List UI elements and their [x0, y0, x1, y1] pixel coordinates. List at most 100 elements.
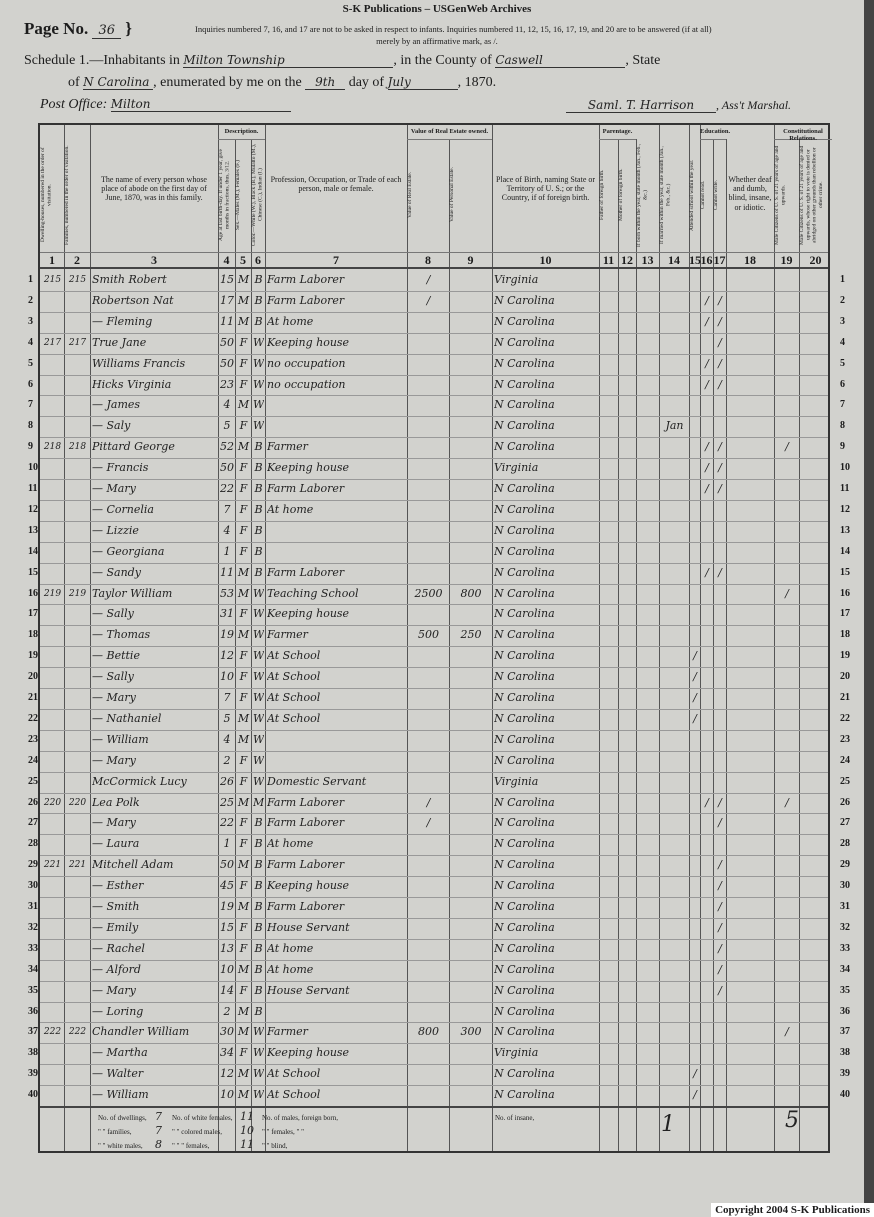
cell-occ: Farmer: [267, 440, 308, 454]
cell-c17: /: [718, 482, 722, 495]
cell-occ: Farm Laborer: [267, 482, 345, 495]
cell-age: 15: [220, 273, 234, 286]
cell-birth: N Carolina: [494, 314, 555, 328]
row-divider: [40, 813, 828, 815]
column-number-17: 17: [713, 253, 726, 267]
cell-age: 53: [220, 586, 234, 600]
cell-age: 2: [223, 1004, 231, 1018]
column-header-7: Profession, Occupation, or Trade of each…: [270, 175, 402, 194]
post-office-label: Post Office:: [40, 97, 108, 112]
row-number-right: 23: [840, 733, 850, 745]
cell-color: W: [253, 691, 264, 704]
cell-c19: /: [785, 795, 789, 809]
cell-color: W: [253, 753, 264, 767]
row-number-right: 19: [840, 650, 850, 662]
row-number: 33: [28, 942, 38, 954]
row-number-right: 2: [840, 294, 845, 306]
cell-birth: N Carolina: [494, 335, 555, 349]
cell-birth: N Carolina: [494, 1088, 555, 1102]
cell-f: 219: [68, 588, 87, 599]
cell-re: 500: [418, 628, 439, 642]
cell-name: — Smith: [92, 900, 140, 913]
cell-occ: Keeping house: [267, 335, 350, 349]
sub-divider: [774, 139, 832, 140]
cell-sex: M: [237, 440, 250, 454]
cell-color: B: [254, 962, 263, 976]
cell-c17: /: [718, 440, 722, 454]
cell-color: B: [254, 523, 263, 537]
row-number-right: 22: [840, 712, 850, 724]
cell-name: McCormick Lucy: [92, 774, 187, 788]
cell-name: — Esther: [92, 879, 144, 893]
row-number-right: 4: [840, 336, 845, 348]
cell-color: M: [253, 795, 264, 809]
column-number-2: 2: [74, 253, 80, 267]
value-group-header: Value of Real Estate owned.: [410, 128, 489, 135]
cell-c17: /: [718, 900, 722, 913]
cell-age: 10: [220, 1088, 234, 1102]
cell-age: 12: [220, 649, 234, 663]
cell-birth: N Carolina: [494, 816, 555, 830]
cell-re: /: [426, 795, 431, 809]
cell-occ: At home: [267, 314, 314, 328]
row-number: 24: [28, 754, 38, 766]
cell-c19: /: [785, 586, 789, 600]
footer-families-label: " " families,: [98, 1128, 132, 1136]
cell-birth: Virginia: [494, 1046, 539, 1060]
cell-sex: M: [237, 398, 250, 412]
column-divider: [407, 125, 408, 1151]
column-header-8: Value of Real Estate.: [407, 171, 413, 219]
cell-c15: /: [693, 649, 697, 663]
cell-birth: Virginia: [494, 461, 539, 475]
cell-occ: no occupation: [267, 377, 346, 391]
row-number-right: 16: [840, 587, 850, 599]
row-number-right: 5: [840, 357, 845, 369]
column-divider: [449, 139, 450, 1151]
cell-c19: /: [785, 1025, 789, 1039]
enumerated-label: , enumerated by me on the: [153, 75, 302, 90]
cell-age: 10: [220, 962, 234, 976]
banner: S-K Publications – USGenWeb Archives: [342, 3, 532, 15]
cell-birth: N Carolina: [494, 607, 555, 621]
row-number-right: 8: [840, 420, 845, 432]
row-number-right: 12: [840, 503, 850, 515]
footer-white_males-label: " " white males,: [98, 1142, 143, 1150]
footer-colored_females-label: " " " females,: [172, 1142, 210, 1150]
cell-name: True Jane: [92, 335, 147, 349]
cell-color: W: [253, 732, 264, 746]
cell-sex: F: [239, 502, 248, 516]
cell-color: W: [253, 607, 264, 621]
cell-name: Pittard George: [92, 440, 175, 454]
cell-occ: At School: [267, 1067, 321, 1081]
column-header-16: Cannot read.: [700, 180, 706, 210]
cell-sex: M: [237, 565, 250, 579]
row-number-right: 38: [840, 1047, 850, 1059]
cell-c15: /: [693, 1088, 697, 1102]
column-divider: [659, 125, 660, 1151]
day: 9th: [305, 75, 346, 90]
cell-color: B: [254, 273, 263, 286]
cell-sex: F: [239, 649, 248, 663]
row-number: 27: [28, 817, 38, 829]
cell-name: — Loring: [92, 1004, 144, 1018]
row-divider: [40, 1001, 828, 1003]
cell-birth: N Carolina: [494, 670, 555, 684]
column-header-9: Value of Personal Estate.: [449, 167, 455, 223]
cell-sex: F: [239, 377, 248, 391]
cell-age: 7: [223, 502, 231, 516]
cell-age: 50: [220, 461, 234, 475]
cell-c17: /: [718, 879, 722, 893]
cell-color: B: [254, 837, 263, 851]
cell-birth: N Carolina: [494, 900, 555, 913]
row-divider: [40, 311, 828, 313]
cell-color: W: [253, 335, 264, 349]
cell-birth: N Carolina: [494, 482, 555, 495]
column-divider: [599, 125, 600, 1151]
cell-c17: /: [718, 858, 722, 872]
cell-age: 14: [220, 983, 234, 997]
cell-name: — Cornelia: [92, 502, 154, 516]
cell-name: — Martha: [92, 1046, 148, 1060]
column-divider: [90, 125, 91, 1151]
cell-d: 218: [43, 442, 62, 453]
cell-c17: /: [718, 565, 722, 579]
